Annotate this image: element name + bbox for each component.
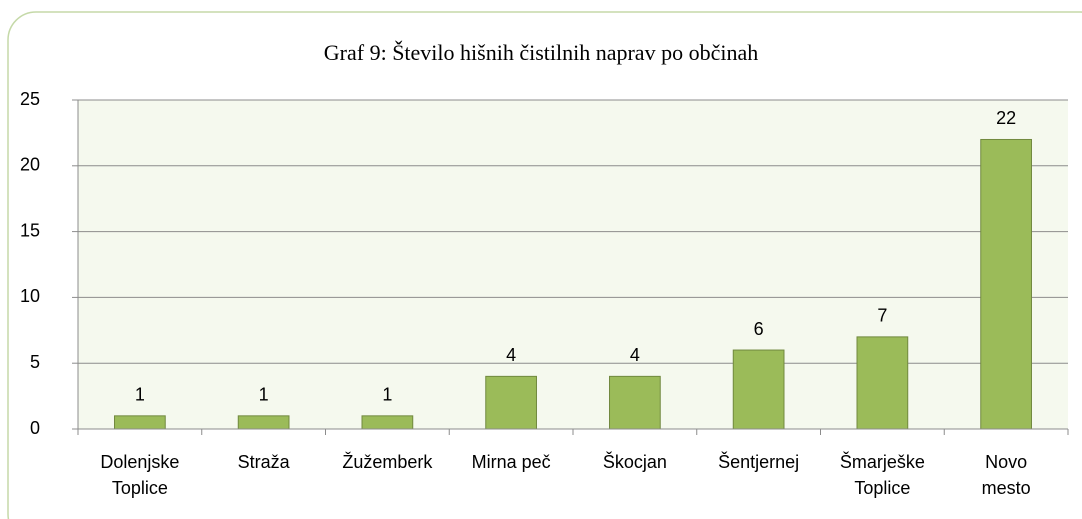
data-label: 22 xyxy=(996,108,1016,128)
bar xyxy=(732,349,785,430)
y-tick-label: 5 xyxy=(30,352,40,372)
bar xyxy=(856,336,909,430)
x-tick-label: Škocjan xyxy=(603,451,667,472)
y-tick-label: 25 xyxy=(20,89,40,109)
data-label: 6 xyxy=(754,319,764,339)
bar xyxy=(114,415,166,430)
data-label: 1 xyxy=(135,385,145,405)
data-label: 1 xyxy=(259,385,269,405)
y-tick-label: 20 xyxy=(20,155,40,175)
bar xyxy=(609,375,661,430)
data-label: 1 xyxy=(382,385,392,405)
x-tick-label: Žužemberk xyxy=(342,452,433,472)
x-tick-label: Dolenjske Toplice xyxy=(100,452,179,498)
x-tick-label: Šmarješke Toplice xyxy=(840,451,925,498)
data-label: 4 xyxy=(630,345,640,365)
x-tick-label: Šentjernej xyxy=(718,451,799,472)
y-tick-label: 10 xyxy=(20,286,40,306)
plot-area xyxy=(78,100,1068,429)
data-label: 4 xyxy=(506,345,516,365)
data-label: 7 xyxy=(877,306,887,326)
x-tick-label: Straža xyxy=(238,452,291,472)
y-tick-label: 0 xyxy=(30,418,40,438)
bar xyxy=(980,138,1032,430)
chart-title: Graf 9: Število hišnih čistilnih naprav … xyxy=(324,40,758,65)
bar xyxy=(485,375,537,430)
bar xyxy=(237,415,290,430)
bar xyxy=(361,415,414,430)
y-tick-label: 15 xyxy=(20,220,40,240)
x-tick-label: Mirna peč xyxy=(472,452,551,472)
x-tick-label: Novo mesto xyxy=(982,452,1031,498)
